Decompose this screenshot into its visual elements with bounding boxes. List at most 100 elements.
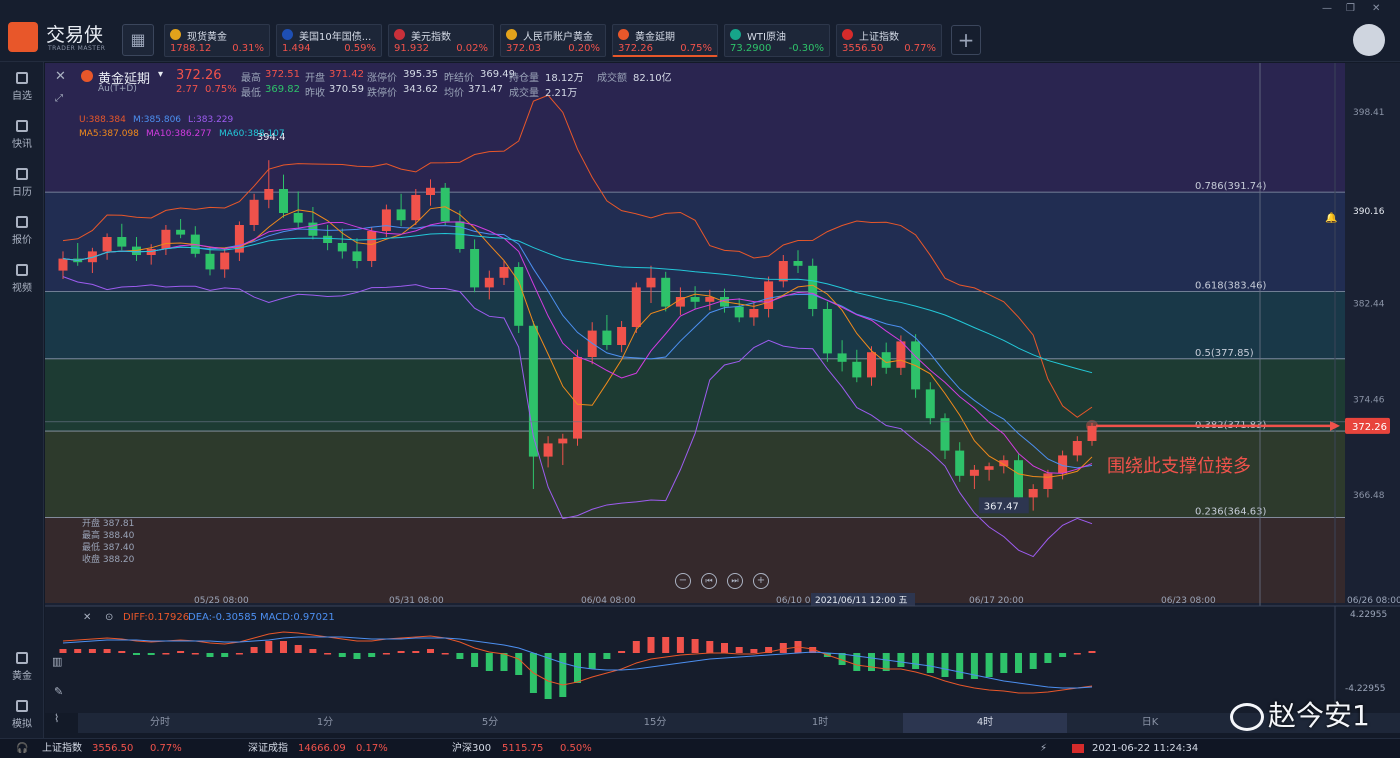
candle-body (470, 249, 480, 288)
candle-body (1028, 489, 1038, 498)
fib-level-label: 0.236(364.63) (1195, 506, 1267, 517)
symbol-code: Au(T+D) (98, 84, 137, 94)
minimize-icon[interactable]: — (1322, 3, 1332, 14)
macd-bar (206, 653, 214, 657)
candlestick-chart[interactable]: 0.786(391.74)0.618(383.46)0.5(377.85)0.3… (45, 63, 1400, 713)
timeframe-tab[interactable]: 日K (1141, 717, 1159, 728)
close-window-icon[interactable]: ✕ (1372, 3, 1381, 14)
scroll-end-button[interactable]: ⏭ (727, 573, 743, 589)
symbol-dropdown-icon[interactable]: ▾ (158, 69, 164, 80)
boll-upper-line (62, 94, 1093, 418)
macd-bar (1044, 653, 1052, 663)
sidebar-item-watchlist[interactable]: 自选 (0, 72, 44, 102)
candle-body (499, 267, 509, 278)
stat-value: 371.42 (329, 69, 364, 80)
price-change-pct: 0.75% (205, 84, 237, 95)
chart-area[interactable]: 0.786(391.74)0.618(383.46)0.5(377.85)0.3… (45, 63, 1400, 713)
macd-bar (662, 637, 670, 653)
timeframe-tab[interactable]: 1时 (811, 717, 829, 728)
instrument-tab[interactable]: 上证指数 3556.50 0.77% (836, 24, 942, 57)
grid-layout-button[interactable]: ▦ (122, 24, 154, 56)
stat-value: 371.47 (468, 84, 503, 95)
macd-bar (368, 653, 376, 657)
instrument-tab[interactable]: 黄金延期 372.26 0.75% (612, 24, 718, 57)
zoom-in-button[interactable]: + (753, 573, 769, 589)
macd-bar (265, 641, 273, 653)
ohlc-hover-line: 最低 387.40 (82, 543, 135, 553)
price-axis-label: 390.16 (1353, 207, 1385, 217)
macd-bar (838, 653, 846, 665)
instrument-name: 人民币账户黄金 (523, 32, 593, 43)
timeframe-tab[interactable]: 4时 (903, 713, 1067, 733)
instrument-icon (730, 29, 741, 40)
add-tab-button[interactable]: + (951, 25, 981, 55)
boll-label: U:388.384 (79, 115, 126, 125)
macd-bar (500, 653, 508, 671)
draw-tool-icon[interactable]: ✎ (54, 685, 64, 698)
sidebar-item-news[interactable]: 快讯 (0, 120, 44, 150)
index-name[interactable]: 上证指数 (42, 743, 82, 754)
last-price-tag: 372.26 (1352, 422, 1387, 433)
timeframe-tab[interactable]: 5分 (481, 717, 499, 728)
support-icon[interactable]: 🎧 (16, 743, 29, 754)
macd-bar (647, 637, 655, 653)
close-chart-icon[interactable]: ✕ (55, 69, 66, 84)
trend-tool-icon[interactable]: ⌇ (54, 712, 60, 725)
sidebar-item-calendar[interactable]: 日历 (0, 168, 44, 198)
symbol-icon (81, 70, 93, 82)
candle-body (573, 357, 582, 439)
candle-body (220, 252, 230, 270)
sidebar-item-simulation[interactable]: 模拟 (0, 700, 44, 730)
alert-bell-icon[interactable]: 🔔 (1325, 213, 1338, 224)
instrument-name: 美国10年国债... (299, 32, 372, 43)
macd-bar (750, 649, 758, 653)
instrument-tab[interactable]: 人民币账户黄金 372.03 0.20% (500, 24, 606, 57)
timeframe-tab[interactable]: 15分 (643, 717, 667, 728)
timeframe-tab[interactable]: 1分 (316, 717, 334, 728)
timeframe-tab[interactable]: 分时 (150, 717, 170, 728)
macd-bar (941, 653, 949, 677)
left-sidebar: 自选 快讯 日历 报价 视频 黄金 模拟 (0, 62, 44, 738)
stat-label: 跌停价 (367, 88, 397, 99)
sidebar-item-quotes[interactable]: 报价 (0, 216, 44, 246)
instrument-tab[interactable]: 美国10年国债... 1.494 0.59% (276, 24, 382, 57)
stat-value: 369.49 (480, 69, 515, 80)
candle-body (426, 187, 435, 195)
macd-bar (706, 641, 714, 653)
restore-icon[interactable]: ❐ (1346, 3, 1355, 14)
candle-body (837, 353, 847, 362)
scroll-start-button[interactable]: ⏮ (701, 573, 717, 589)
ohlc-hover-line: 收盘 388.20 (82, 555, 135, 565)
indicator-icon[interactable]: ▥ (52, 655, 63, 668)
ma60-line (62, 233, 1093, 374)
macd-bar (221, 653, 229, 657)
instrument-tab[interactable]: WTI原油 73.2900 -0.30% (724, 24, 830, 57)
index-name[interactable]: 沪深300 (452, 743, 492, 754)
macd-bar (353, 653, 361, 659)
user-avatar[interactable] (1353, 24, 1385, 56)
candle-body (602, 330, 612, 345)
candle-body (999, 460, 1009, 467)
index-name[interactable]: 深证成指 (248, 743, 288, 754)
x-axis-label: 05/25 08:00 (194, 596, 249, 606)
zoom-out-button[interactable]: − (675, 573, 691, 589)
china-flag-icon (1072, 744, 1084, 753)
macd-bar (632, 641, 640, 653)
instrument-tab[interactable]: 现货黄金 1788.12 0.31% (164, 24, 270, 57)
price-axis-label: 374.46 (1353, 395, 1385, 405)
sidebar-item-video[interactable]: 视频 (0, 264, 44, 294)
stat-label: 昨收 (305, 88, 325, 99)
instrument-tab[interactable]: 美元指数 91.932 0.02% (388, 24, 494, 57)
candle-body (102, 237, 112, 252)
expand-icon[interactable]: ⤢ (55, 93, 63, 104)
instrument-name: 黄金延期 (635, 32, 675, 43)
macd-bar (177, 651, 185, 653)
sidebar-item-gold[interactable]: 黄金 (0, 652, 44, 682)
symbol-name[interactable]: 黄金延期 (98, 72, 151, 87)
macd-axis-top: 4.22955 (1350, 610, 1388, 620)
candle-body (293, 213, 303, 223)
candle-body (455, 221, 465, 249)
macd-settings-icon[interactable]: ⊙ (105, 612, 114, 623)
x-axis-label: 06/23 08:00 (1161, 596, 1216, 606)
close-macd-icon[interactable]: ✕ (83, 612, 92, 623)
